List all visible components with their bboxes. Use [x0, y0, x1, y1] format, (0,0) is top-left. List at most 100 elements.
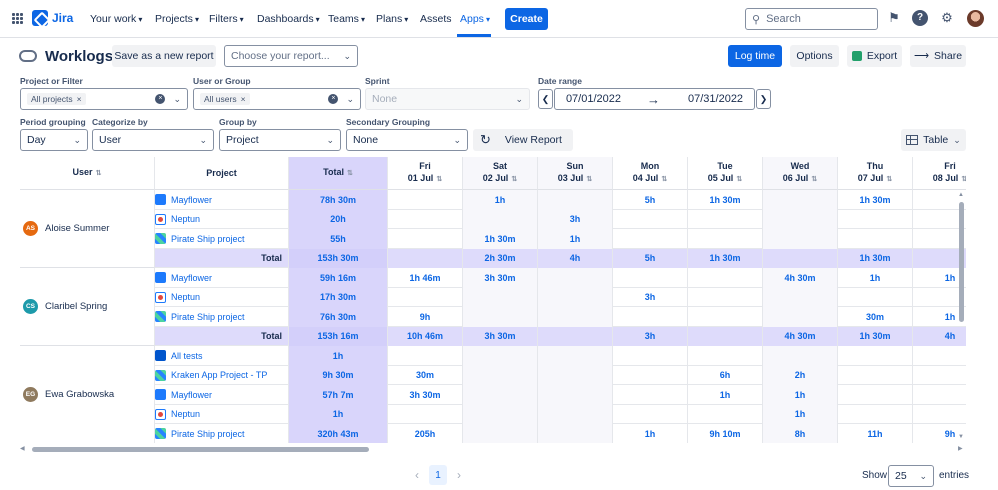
project-link[interactable]: Pirate Ship project	[171, 311, 245, 322]
day-cell[interactable]	[838, 404, 913, 424]
project-link[interactable]: Mayflower	[171, 194, 213, 205]
day-cell[interactable]: 30m	[838, 307, 913, 327]
project-cell[interactable]: Mayflower	[155, 190, 289, 210]
day-cell[interactable]: 1h 46m	[388, 268, 463, 288]
total-cell[interactable]: 57h 7m	[289, 385, 388, 405]
user-cell[interactable]: AS Aloise Summer	[20, 190, 155, 268]
group-total-day-cell[interactable]: 1h 30m	[838, 326, 913, 346]
day-cell[interactable]: 3h 30m	[388, 385, 463, 405]
nav-filters[interactable]: Filters ▾	[209, 13, 244, 25]
previous-page-icon[interactable]: ‹	[415, 468, 419, 482]
group-total-day-cell[interactable]: 4h 30m	[763, 326, 838, 346]
vertical-scroll-thumb[interactable]	[959, 202, 964, 322]
day-cell[interactable]	[763, 209, 838, 229]
column-header-day[interactable]: Thu 07 Jul ⇅	[838, 157, 913, 190]
group-total-day-cell[interactable]	[388, 248, 463, 268]
project-filter-select[interactable]: All projects × × ⌄	[20, 88, 188, 110]
vertical-scrollbar[interactable]: ▲ ▼	[958, 192, 965, 442]
group-total-day-cell[interactable]: 1h 30m	[688, 248, 763, 268]
group-total-day-cell[interactable]	[913, 248, 966, 268]
project-link[interactable]: Neptun	[171, 214, 201, 225]
day-cell[interactable]	[538, 385, 613, 405]
date-to[interactable]: 07/31/2022	[688, 93, 744, 105]
day-cell[interactable]	[538, 404, 613, 424]
horizontal-scrollbar[interactable]: ◀ ▶	[20, 445, 966, 453]
total-cell[interactable]: 9h 30m	[289, 365, 388, 385]
day-cell[interactable]: 8h	[763, 424, 838, 443]
group-total-day-cell[interactable]: 4h	[913, 326, 966, 346]
day-cell[interactable]	[538, 346, 613, 366]
day-cell[interactable]	[388, 209, 463, 229]
project-cell[interactable]: Neptun	[155, 209, 289, 229]
scroll-up-icon[interactable]: ▲	[958, 192, 964, 198]
column-header-day[interactable]: Tue 05 Jul ⇅	[688, 157, 763, 190]
group-total-day-cell[interactable]: 3h 30m	[463, 326, 538, 346]
day-cell[interactable]: 2h	[763, 365, 838, 385]
total-cell[interactable]: 59h 16m	[289, 268, 388, 288]
share-button[interactable]: ⟶ Share	[910, 45, 966, 67]
day-cell[interactable]	[838, 287, 913, 307]
log-time-button[interactable]: Log time	[728, 45, 782, 67]
day-cell[interactable]	[613, 307, 688, 327]
day-cell[interactable]	[838, 346, 913, 366]
categorize-by-select[interactable]: User ⌄	[92, 129, 214, 151]
day-cell[interactable]	[463, 424, 538, 443]
column-header-day[interactable]: Fri 08 Jul ⇅	[913, 157, 966, 190]
day-cell[interactable]	[688, 268, 763, 288]
page-size-select[interactable]: 25 ⌄	[888, 465, 934, 487]
column-header-day[interactable]: Mon 04 Jul ⇅	[613, 157, 688, 190]
day-cell[interactable]	[463, 404, 538, 424]
app-switcher-icon[interactable]	[12, 13, 23, 24]
project-cell[interactable]: Pirate Ship project	[155, 424, 289, 443]
group-total-day-cell[interactable]	[538, 326, 613, 346]
day-cell[interactable]	[838, 209, 913, 229]
project-link[interactable]: Mayflower	[171, 389, 213, 400]
day-cell[interactable]: 1h	[838, 268, 913, 288]
notifications-icon[interactable]: ⚑	[888, 10, 900, 25]
day-cell[interactable]: 1h	[463, 190, 538, 210]
clear-icon[interactable]: ×	[155, 94, 166, 104]
group-total-day-cell[interactable]: 1h 30m	[838, 248, 913, 268]
project-cell[interactable]: Pirate Ship project	[155, 307, 289, 327]
nav-assets[interactable]: Assets	[420, 13, 452, 25]
nav-your-work[interactable]: Your work ▾	[90, 13, 143, 25]
day-cell[interactable]	[463, 385, 538, 405]
user-filter-tag[interactable]: All users ×	[200, 93, 250, 105]
day-cell[interactable]	[538, 307, 613, 327]
day-cell[interactable]	[763, 307, 838, 327]
scroll-down-icon[interactable]: ▼	[958, 434, 964, 440]
column-header-total[interactable]: Total ⇅	[289, 157, 388, 190]
day-cell[interactable]	[613, 385, 688, 405]
project-link[interactable]: Mayflower	[171, 272, 213, 283]
day-cell[interactable]: 1h	[688, 385, 763, 405]
day-cell[interactable]: 1h	[613, 424, 688, 443]
day-cell[interactable]	[688, 307, 763, 327]
group-total-day-cell[interactable]	[688, 326, 763, 346]
day-cell[interactable]: 11h	[838, 424, 913, 443]
profile-avatar[interactable]	[967, 10, 984, 27]
project-link[interactable]: All tests	[171, 350, 203, 361]
choose-report-select[interactable]: Choose your report... ⌄	[224, 45, 358, 67]
day-cell[interactable]	[388, 404, 463, 424]
group-total-cell[interactable]: 153h 16m	[289, 326, 388, 346]
date-range-picker[interactable]: 07/01/2022 → 07/31/2022	[554, 88, 755, 110]
day-cell[interactable]	[688, 287, 763, 307]
day-cell[interactable]	[613, 404, 688, 424]
remove-tag-icon[interactable]: ×	[240, 94, 246, 104]
group-total-day-cell[interactable]: 2h 30m	[463, 248, 538, 268]
day-cell[interactable]: 1h	[763, 404, 838, 424]
column-header-user[interactable]: User ⇅	[20, 157, 155, 190]
scroll-left-icon[interactable]: ◀	[20, 446, 25, 452]
day-cell[interactable]	[463, 209, 538, 229]
day-cell[interactable]: 3h 30m	[463, 268, 538, 288]
settings-gear-icon[interactable]: ⚙	[941, 10, 953, 25]
day-cell[interactable]	[538, 287, 613, 307]
day-cell[interactable]	[538, 424, 613, 443]
search-input[interactable]: ⚲ Search	[745, 8, 878, 30]
project-cell[interactable]: Neptun	[155, 404, 289, 424]
nav-teams[interactable]: Teams ▾	[328, 13, 365, 25]
remove-tag-icon[interactable]: ×	[76, 94, 82, 104]
period-grouping-select[interactable]: Day ⌄	[20, 129, 88, 151]
view-mode-button[interactable]: Table ⌄	[901, 129, 966, 151]
project-cell[interactable]: All tests	[155, 346, 289, 366]
